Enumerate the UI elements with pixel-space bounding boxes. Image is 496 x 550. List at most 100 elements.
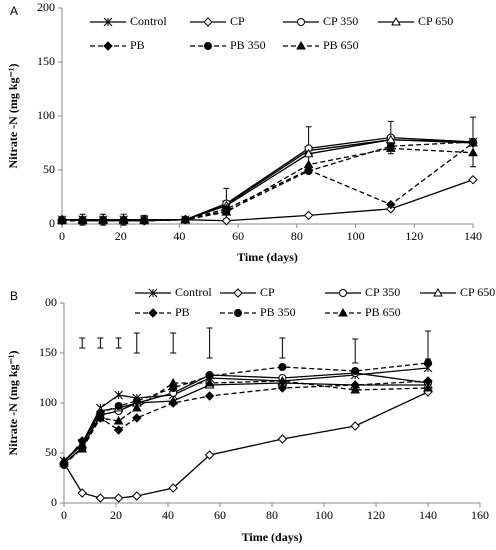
series-line: [63, 380, 429, 464]
marker: [114, 402, 123, 410]
marker: [113, 415, 124, 425]
y-tick-label: 100: [37, 108, 55, 122]
marker: [221, 216, 232, 226]
marker: [221, 207, 232, 216]
marker: [113, 425, 124, 435]
marker: [59, 457, 69, 467]
y-tick-label: 50: [43, 162, 55, 176]
legend-label: CP: [230, 14, 245, 28]
marker: [113, 493, 124, 503]
marker: [118, 215, 129, 225]
marker: [114, 390, 123, 400]
marker: [278, 363, 287, 371]
y-tick-label: 0: [51, 495, 57, 509]
x-tick-label: 60: [232, 229, 244, 243]
error-bar: [79, 337, 86, 349]
marker: [277, 375, 288, 385]
marker: [168, 483, 178, 493]
y-tick-label: 200: [37, 0, 55, 14]
marker: [148, 288, 158, 298]
marker: [469, 137, 477, 146]
error-bar: [133, 332, 140, 354]
marker: [351, 367, 360, 375]
error-bar: [206, 327, 213, 359]
x-tick-label: 120: [405, 229, 423, 243]
marker: [424, 359, 432, 367]
marker: [139, 215, 150, 225]
y-tick-label: 50: [45, 445, 57, 459]
legend-label: PB: [130, 38, 145, 52]
x-tick-label: 20: [115, 229, 127, 243]
y-tick-label: 0: [49, 216, 55, 230]
legend-label: PB 350: [230, 38, 266, 52]
legend-label: PB 650: [365, 305, 401, 319]
legend-label: CP 650: [418, 14, 453, 28]
marker: [468, 147, 478, 157]
error-bar: [425, 330, 431, 360]
x-tick-label: 140: [419, 508, 437, 522]
x-tick-label: 80: [291, 229, 303, 243]
series-line: [63, 362, 429, 466]
legend-label: Control: [175, 285, 212, 299]
marker: [77, 215, 88, 225]
x-tick-label: 120: [367, 508, 385, 522]
marker: [350, 384, 361, 394]
series-line: [63, 391, 429, 499]
marker: [98, 215, 108, 225]
legend-label: CP: [260, 285, 275, 299]
x-tick-label: 0: [61, 508, 67, 522]
y-tick-label: 00: [45, 295, 57, 309]
y-tick-label: 100: [39, 395, 57, 409]
marker: [168, 398, 178, 408]
x-tick-label: 140: [464, 229, 482, 243]
marker: [338, 307, 348, 317]
marker: [303, 148, 314, 158]
marker: [204, 377, 215, 387]
marker: [385, 143, 396, 152]
x-tick-label: 0: [59, 229, 65, 243]
error-bar: [97, 337, 104, 349]
marker: [131, 402, 142, 412]
error-bar: [352, 338, 359, 364]
marker: [423, 382, 433, 392]
marker: [303, 159, 314, 169]
marker: [234, 309, 242, 317]
legend-label: CP 650: [460, 285, 495, 299]
series-line: [62, 139, 474, 221]
marker: [77, 443, 88, 453]
marker: [204, 391, 215, 401]
x-tick-label: 100: [347, 229, 365, 243]
legend-label: PB: [175, 305, 190, 319]
marker: [132, 491, 142, 501]
marker: [303, 210, 314, 221]
marker: [296, 40, 306, 50]
marker: [148, 308, 158, 318]
marker: [386, 199, 396, 210]
series-line: [63, 382, 428, 462]
x-tick-label: 40: [173, 229, 185, 243]
series-line: [62, 147, 474, 222]
error-bar: [115, 337, 122, 349]
marker: [233, 288, 243, 298]
marker: [168, 377, 179, 387]
panel-label: A: [10, 4, 18, 18]
marker: [95, 493, 106, 503]
x-axis-label: Time (days): [237, 250, 298, 264]
marker: [277, 383, 288, 393]
y-tick-label: 150: [37, 54, 55, 68]
marker: [103, 41, 113, 51]
marker: [339, 289, 347, 297]
marker: [57, 215, 67, 225]
series-line: [61, 141, 474, 222]
legend-label: CP 350: [365, 285, 400, 299]
x-axis-label: Time (days): [242, 530, 303, 544]
x-tick-label: 20: [110, 508, 122, 522]
marker: [132, 413, 142, 423]
x-tick-label: 100: [315, 508, 333, 522]
error-bar: [170, 332, 177, 354]
legend-label: PB 350: [260, 305, 296, 319]
marker: [391, 16, 401, 26]
marker: [204, 42, 212, 50]
panel-label: B: [10, 289, 18, 303]
